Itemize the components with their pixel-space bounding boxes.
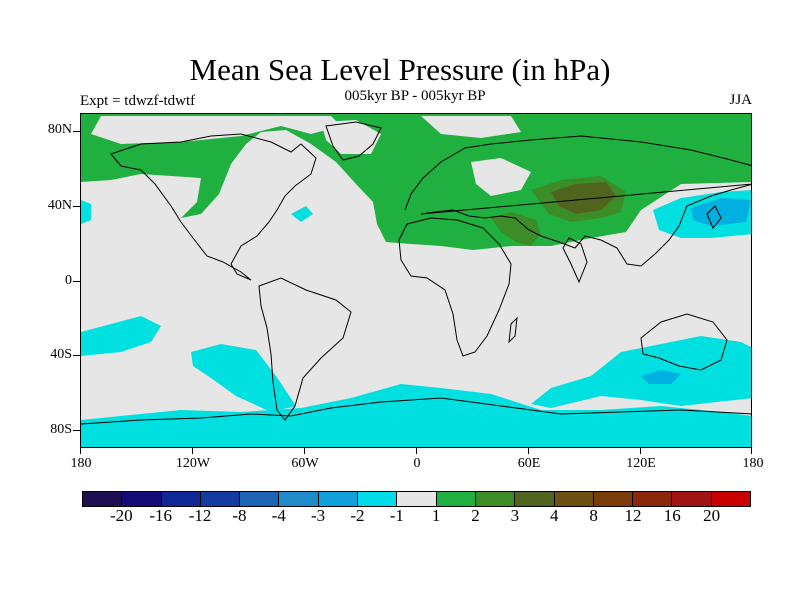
negative-core-npacific — [691, 198, 751, 226]
coastlines — [81, 121, 751, 425]
negative-region-spacific — [81, 316, 161, 356]
coast-north-america — [110, 133, 317, 281]
plot-title: Mean Sea Level Pressure (in hPa) — [189, 52, 611, 87]
negative-patch-atlantic — [291, 206, 313, 222]
negative-region-sepacific — [191, 344, 296, 412]
colorbar — [82, 491, 751, 507]
lon-label-120w: 120W — [175, 456, 211, 471]
colorbar-box — [279, 492, 319, 506]
coast-australia — [640, 313, 728, 371]
neutral-arctic-patch — [91, 116, 341, 144]
lon-tick-180w — [80, 448, 81, 454]
coast-south-america — [258, 277, 352, 421]
colorbar-label: 12 — [624, 506, 642, 525]
neutral-barents-patch — [421, 116, 521, 138]
colorbar-box — [633, 492, 673, 506]
colorbar-label: -4 — [271, 506, 286, 525]
lon-tick-120e — [640, 448, 641, 454]
lon-tick-60e — [528, 448, 529, 454]
experiment-label: Expt = tdwzf-tdwtf — [80, 93, 196, 109]
colorbar-box — [554, 492, 594, 506]
coast-europe-asia — [404, 135, 751, 267]
colorbar-label: -16 — [149, 506, 173, 525]
colorbar-label: 4 — [549, 506, 559, 525]
colorbar-box — [672, 492, 712, 506]
coast-africa — [398, 217, 512, 357]
lat-label-80s: 80S — [50, 422, 72, 437]
positive-core-tibet — [551, 182, 616, 214]
lon-label-180w: 180 — [70, 456, 92, 471]
lat-label-0: 0 — [65, 273, 72, 288]
lon-label-60e: 60E — [517, 456, 541, 471]
lon-tick-180e — [751, 448, 752, 454]
colorbar-box — [593, 492, 634, 506]
lat-label-80n: 80N — [47, 122, 72, 137]
lat-tick-40s — [73, 355, 80, 356]
colorbar-label: 20 — [703, 506, 721, 525]
lon-label-120e: 120E — [626, 456, 656, 471]
lat-label-40s: 40S — [50, 347, 72, 362]
lat-tick-40n — [73, 206, 80, 207]
colorbar-box — [515, 492, 555, 506]
lon-label-60w: 60W — [291, 456, 319, 471]
colorbar-box — [200, 492, 241, 506]
negative-core-indian — [641, 370, 681, 384]
colorbar-label: 2 — [471, 506, 480, 525]
coast-greenland — [325, 121, 382, 161]
colorbar-label: -3 — [311, 506, 326, 525]
lat-tick-80n — [73, 131, 80, 132]
colorbar-box — [318, 492, 359, 506]
coast-india — [562, 237, 588, 284]
season-label: JJA — [729, 92, 752, 108]
lon-tick-120w — [192, 448, 193, 454]
plot-subtitle: 005kyr BP - 005kyr BP — [344, 88, 486, 104]
colorbar-box — [122, 492, 162, 506]
lat-label-40n: 40N — [47, 198, 72, 213]
map-panel — [80, 113, 752, 448]
negative-region-indian — [531, 336, 751, 408]
colorbar-box — [711, 492, 751, 506]
colorbar-label: 3 — [510, 506, 520, 525]
map-svg — [81, 114, 751, 447]
neutral-greenland-patch — [321, 120, 381, 154]
coast-madagascar — [508, 316, 518, 344]
lon-label-0: 0 — [413, 456, 421, 471]
colorbar-label: -20 — [110, 506, 133, 525]
colorbar-box — [475, 492, 516, 506]
coast-japan — [706, 205, 722, 229]
negative-patch-epacific — [81, 200, 91, 224]
colorbar-label: 1 — [431, 506, 441, 525]
lon-tick-60w — [304, 448, 305, 454]
colorbar-label: -12 — [188, 506, 212, 525]
colorbar-box — [436, 492, 476, 506]
colorbar-label: 8 — [589, 506, 598, 525]
lon-label-180e: 180 — [742, 456, 764, 471]
lat-tick-80s — [73, 430, 80, 431]
colorbar-label: -8 — [232, 506, 247, 525]
colorbar-label: -2 — [350, 506, 365, 525]
positive-core-arabia — [491, 212, 541, 246]
colorbar-box — [240, 492, 280, 506]
coast-antarctica — [81, 397, 751, 425]
colorbar-box — [397, 492, 437, 506]
colorbar-label: 16 — [663, 506, 681, 525]
colorbar-box — [358, 492, 398, 506]
lon-tick-0 — [416, 448, 417, 454]
lat-tick-0 — [73, 281, 80, 282]
colorbar-box — [83, 492, 123, 506]
negative-region-southern-ocean — [81, 384, 751, 447]
neutral-siberia-patch — [471, 158, 531, 196]
colorbar-label: -1 — [389, 506, 404, 525]
colorbar-box — [161, 492, 201, 506]
